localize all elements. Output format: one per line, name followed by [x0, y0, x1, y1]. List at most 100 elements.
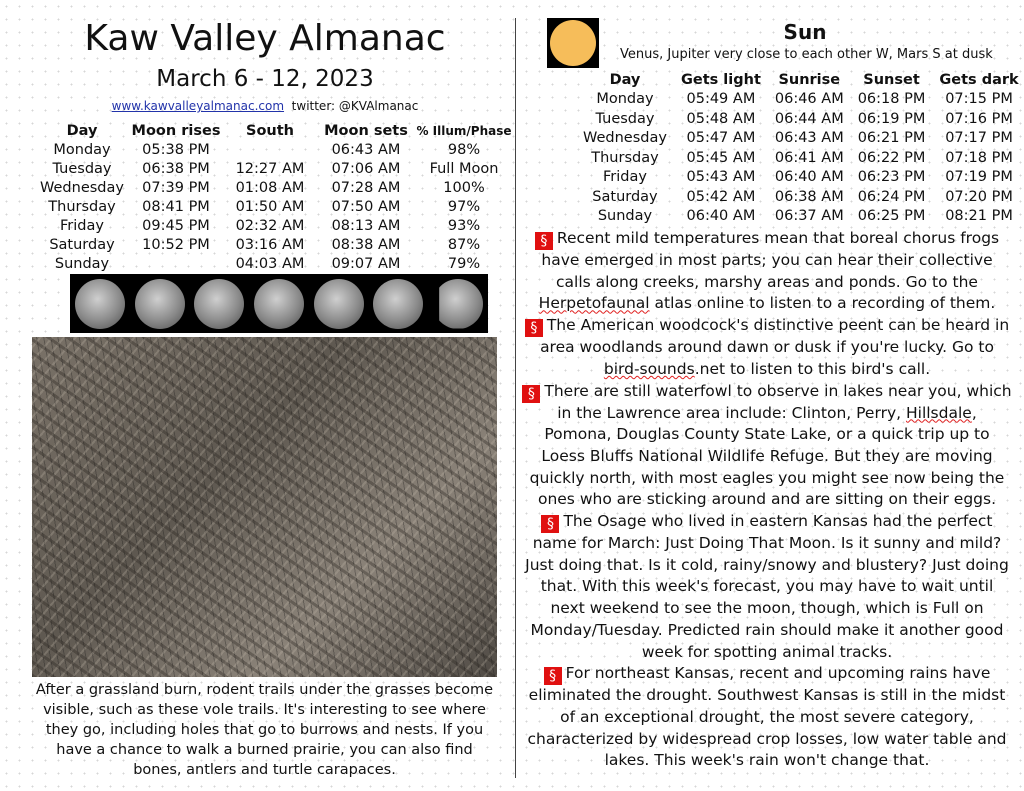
table-cell: 05:48 AM: [686, 110, 756, 127]
table-cell: 05:43 AM: [686, 169, 756, 186]
table-row: Tuesday 06:38 PM 12:27 AM 07:06 AM Full Moon: [36, 159, 512, 178]
sun-table: Day Gets light Sunrise Sunset Gets dark …: [576, 70, 1024, 226]
table-cell: 06:23 PM: [857, 169, 926, 186]
section-icon: §: [534, 232, 553, 250]
table-cell: 06:46 AM: [774, 91, 844, 108]
col-header: South: [246, 122, 294, 139]
table-cell: 06:22 PM: [857, 149, 926, 166]
table-row: Thursday 08:41 PM 01:50 AM 07:50 AM 97%: [36, 197, 512, 216]
table-cell: 12:27 AM: [235, 160, 305, 177]
table-cell: 05:47 AM: [686, 130, 756, 147]
table-row: Wednesday 05:47 AM 06:43 AM 06:21 PM 07:17 P…: [576, 129, 1024, 149]
table-cell: 87%: [447, 236, 481, 253]
notes-section: § Recent mild temperatures mean that bore…: [522, 228, 1012, 772]
table-cell: 05:49 AM: [686, 91, 756, 108]
sun-icon: [547, 18, 599, 68]
table-cell: 93%: [447, 217, 481, 234]
note-text: atlas online to listen to a recording of…: [649, 294, 996, 313]
table-cell: [128, 254, 224, 273]
table-cell: 06:43 AM: [331, 141, 401, 158]
moon-image: [189, 274, 249, 333]
vole-trails-photo: [32, 337, 497, 677]
col-header: Sunrise: [778, 71, 841, 88]
table-cell: 06:19 PM: [857, 110, 926, 127]
table-cell: 08:41 PM: [142, 198, 210, 215]
moon-image: [369, 274, 429, 333]
table-cell: 06:24 PM: [857, 188, 926, 205]
section-icon: §: [541, 515, 560, 534]
column-divider: [515, 18, 516, 778]
table-cell: [224, 140, 316, 159]
table-cell: Saturday: [49, 236, 115, 253]
table-cell: 79%: [447, 255, 481, 272]
moon-image: [249, 274, 309, 333]
table-cell: 08:13 AM: [331, 217, 401, 234]
table-cell: 07:06 AM: [331, 160, 401, 177]
page-title: Kaw Valley Almanac: [84, 18, 446, 59]
table-row: Friday 05:43 AM 06:40 AM 06:23 PM 07:19 PM: [576, 168, 1024, 188]
table-cell: 04:03 AM: [235, 255, 305, 272]
note-text: The American woodcock's distinctive peen…: [540, 316, 1010, 357]
table-cell: 07:15 PM: [945, 91, 1013, 108]
photo-caption: After a grassland burn, rodent trails un…: [35, 682, 494, 778]
table-row: Friday 09:45 PM 02:32 AM 08:13 AM 93%: [36, 216, 512, 235]
table-cell: Sunday: [597, 208, 653, 225]
col-header: % Illum/Phase: [416, 123, 512, 138]
table-cell: 03:16 AM: [235, 236, 305, 253]
table-cell: 05:42 AM: [686, 188, 756, 205]
table-cell: 06:40 AM: [686, 208, 756, 225]
col-header: Moon sets: [324, 122, 408, 139]
table-cell: Wednesday: [40, 179, 124, 196]
table-cell: 09:07 AM: [331, 255, 401, 272]
note-waterfowl: § There are still waterfowl to observe in…: [522, 381, 1012, 512]
table-row: Monday 05:38 PM 06:43 AM 98%: [36, 140, 512, 159]
note-text: The Osage who lived in eastern Kansas ha…: [525, 512, 1009, 661]
table-cell: 01:50 AM: [235, 198, 305, 215]
table-cell: 07:17 PM: [945, 130, 1013, 147]
table-row: Monday 05:49 AM 06:46 AM 06:18 PM 07:15 PM: [576, 90, 1024, 110]
twitter-handle: twitter: @KVAlmanac: [291, 99, 419, 113]
table-cell: 98%: [447, 141, 481, 158]
table-cell: 07:19 PM: [945, 169, 1013, 186]
table-cell: 100%: [443, 179, 485, 196]
table-cell: 07:50 AM: [331, 198, 401, 215]
note-text: , Pomona, Douglas County State Lake, or …: [529, 403, 1005, 509]
table-cell: 06:43 AM: [774, 130, 844, 147]
table-row: Tuesday 05:48 AM 06:44 AM 06:19 PM 07:16 PM: [576, 109, 1024, 129]
website-link[interactable]: www.kawvalleyalmanac.com: [111, 99, 285, 113]
table-cell: 07:39 PM: [142, 179, 210, 196]
table-cell: 06:38 PM: [142, 160, 210, 177]
col-header: Moon rises: [131, 122, 221, 139]
table-row: Sunday 04:03 AM 09:07 AM 79%: [36, 254, 512, 273]
note-text: For northeast Kansas, recent and upcomin…: [527, 664, 1007, 770]
table-cell: 06:38 AM: [774, 188, 844, 205]
col-header: Day: [609, 71, 641, 88]
moon-phase-images: [70, 274, 488, 333]
bird-sounds-link[interactable]: bird-sounds: [603, 359, 695, 378]
col-header: Sunset: [863, 71, 920, 88]
table-cell: Friday: [60, 217, 104, 234]
table-cell: Friday: [603, 169, 647, 186]
herpetofaunal-link[interactable]: Herpetofaunal: [538, 294, 650, 313]
table-cell: Full Moon: [429, 160, 499, 177]
table-cell: 05:38 PM: [142, 141, 210, 158]
table-cell: 07:16 PM: [945, 110, 1013, 127]
date-range: March 6 - 12, 2023: [156, 66, 374, 92]
note-osage-moon: § The Osage who lived in eastern Kansas h…: [522, 511, 1012, 663]
section-icon: §: [543, 667, 562, 686]
note-text: Recent mild temperatures mean that borea…: [541, 229, 1000, 291]
note-text: Hillsdale: [905, 403, 972, 422]
table-row: Saturday 05:42 AM 06:38 AM 06:24 PM 07:20 PM: [576, 187, 1024, 207]
section-icon: §: [524, 319, 543, 338]
table-row: Wednesday 07:39 PM 01:08 AM 07:28 AM 100%: [36, 178, 512, 197]
moon-image: [130, 274, 190, 333]
table-cell: 06:18 PM: [857, 91, 926, 108]
note-frogs: § Recent mild temperatures mean that bore…: [522, 228, 1012, 315]
planet-note: Venus, Jupiter very close to each other …: [620, 47, 993, 62]
links-line: www.kawvalleyalmanac.com twitter: @KVAlm…: [0, 99, 530, 113]
table-cell: 97%: [447, 198, 481, 215]
table-cell: 06:40 AM: [774, 169, 844, 186]
col-header: Gets dark: [939, 71, 1019, 88]
note-drought: § For northeast Kansas, recent and upcomi…: [522, 663, 1012, 772]
table-cell: Saturday: [592, 188, 658, 205]
